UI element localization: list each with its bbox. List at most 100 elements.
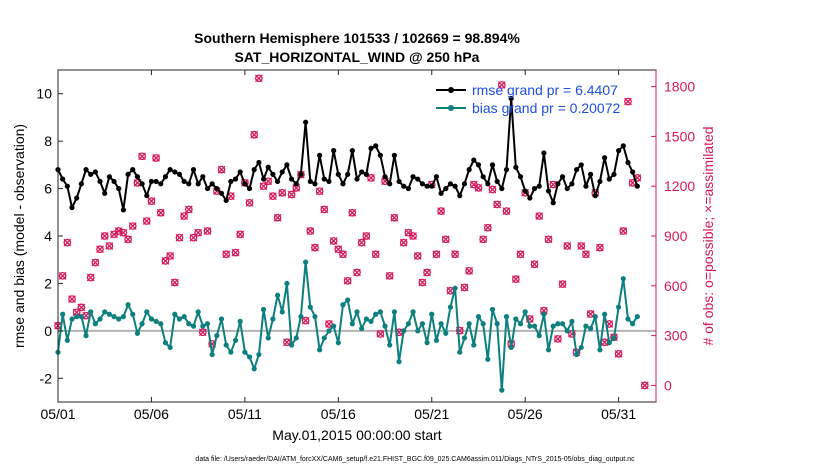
- obs-possible-marker: [124, 235, 132, 244]
- bias-point: [60, 311, 66, 317]
- obs-count-point: [343, 276, 352, 285]
- obs-assimilated-marker: [166, 252, 174, 260]
- obs-count-point: [423, 268, 431, 277]
- bias-point: [503, 314, 510, 320]
- bias-point: [195, 309, 201, 315]
- obs-possible-marker: [194, 228, 203, 237]
- rmse-point: [541, 150, 547, 156]
- rmse-point: [611, 171, 617, 177]
- obs-count-point: [287, 190, 296, 199]
- obs-assimilated-marker: [441, 235, 450, 244]
- rmse-point: [97, 178, 103, 185]
- rmse-point: [167, 167, 173, 173]
- obs-count-point: [399, 238, 408, 247]
- rmse-point: [457, 193, 463, 199]
- bias-point: [513, 316, 519, 322]
- rmse-point: [162, 174, 169, 180]
- obs-assimilated-marker: [596, 243, 604, 252]
- obs-assimilated-marker: [119, 228, 128, 237]
- obs-assimilated-marker: [184, 205, 193, 214]
- obs-count-point: [142, 217, 151, 225]
- obs-count-point: [502, 207, 511, 215]
- rmse-point: [527, 195, 533, 201]
- bias-point: [405, 321, 411, 327]
- obs-count-point: [563, 242, 572, 250]
- obs-possible-marker: [156, 208, 165, 217]
- rmse-point: [508, 95, 514, 102]
- rmse-point: [602, 155, 608, 161]
- obs-assimilated-marker: [278, 188, 287, 197]
- rmse-point: [64, 183, 70, 189]
- bias-point: [494, 321, 500, 327]
- obs-assimilated-marker: [497, 81, 506, 89]
- rmse-point: [634, 183, 640, 189]
- obs-possible-marker: [166, 252, 174, 260]
- obs-possible-marker: [385, 271, 394, 280]
- bias-point: [401, 328, 407, 334]
- obs-count-point: [292, 184, 301, 192]
- obs-possible-marker: [544, 235, 553, 244]
- bias-point: [480, 321, 486, 327]
- rmse-point: [340, 181, 346, 187]
- obs-count-point: [596, 243, 604, 252]
- rmse-point: [401, 183, 407, 189]
- bias-point: [228, 349, 234, 355]
- obs-assimilated-marker: [194, 228, 203, 237]
- obs-possible-marker: [409, 232, 417, 240]
- obs-count-point: [250, 130, 259, 139]
- obs-assimilated-marker: [624, 97, 632, 106]
- obs-assimilated-marker: [483, 223, 492, 232]
- obs-count-point: [273, 213, 282, 222]
- bias-point: [214, 333, 220, 339]
- rmse-point: [60, 176, 66, 182]
- bias-point: [382, 323, 388, 329]
- rmse-point: [513, 164, 519, 170]
- bias-point: [190, 323, 197, 329]
- rmse-point: [368, 145, 374, 151]
- bias-point: [611, 335, 617, 341]
- rmse-point: [200, 174, 206, 180]
- x-tick-label: 05/26: [508, 406, 543, 422]
- rmse-point: [410, 174, 416, 180]
- rmse-point: [279, 169, 285, 175]
- rmse-point: [125, 171, 131, 177]
- bias-point: [373, 311, 379, 317]
- bias-point: [471, 342, 477, 348]
- obs-count-point: [465, 267, 473, 275]
- obs-assimilated-marker: [217, 165, 226, 174]
- rmse-point: [452, 183, 458, 189]
- y-tick-label: 10: [36, 86, 52, 102]
- y-tick-label: 6: [44, 181, 52, 197]
- footnote: data file: /Users/raeder/DAI/ATM_forcXX/…: [195, 456, 635, 463]
- obs-count-point: [269, 192, 277, 201]
- obs-possible-marker: [451, 250, 459, 259]
- legend-label-rmse: rmse grand pr = 6.4407: [472, 82, 618, 98]
- obs-count-point: [329, 237, 338, 245]
- obs-possible-marker: [558, 280, 567, 288]
- obs-count-point: [451, 250, 459, 259]
- obs-assimilated-marker: [100, 232, 109, 240]
- obs-possible-marker: [77, 303, 86, 312]
- rmse-point: [317, 152, 323, 158]
- bias-point: [232, 337, 239, 343]
- obs-assimilated-marker: [549, 180, 558, 189]
- obs-possible-marker: [311, 243, 319, 252]
- rmse-point: [102, 190, 108, 196]
- obs-assimilated-marker: [343, 276, 352, 285]
- bias-point: [69, 316, 75, 322]
- legend-label-bias: bias grand pr = 0.20072: [472, 100, 620, 116]
- obs-assimilated-marker: [479, 235, 488, 244]
- obs-count-point: [245, 198, 254, 207]
- rmse-point: [349, 148, 355, 154]
- obs-assimilated-marker: [245, 198, 254, 207]
- x-tick-label: 05/06: [134, 406, 169, 422]
- bias-point: [359, 325, 365, 332]
- obs-possible-marker: [624, 97, 632, 106]
- obs-count-point: [474, 184, 483, 192]
- bias-point: [550, 323, 556, 329]
- bias-point: [368, 318, 374, 324]
- rmse-point: [74, 195, 80, 201]
- obs-assimilated-marker: [222, 250, 231, 259]
- obs-possible-marker: [283, 338, 291, 347]
- bias-point: [377, 309, 383, 315]
